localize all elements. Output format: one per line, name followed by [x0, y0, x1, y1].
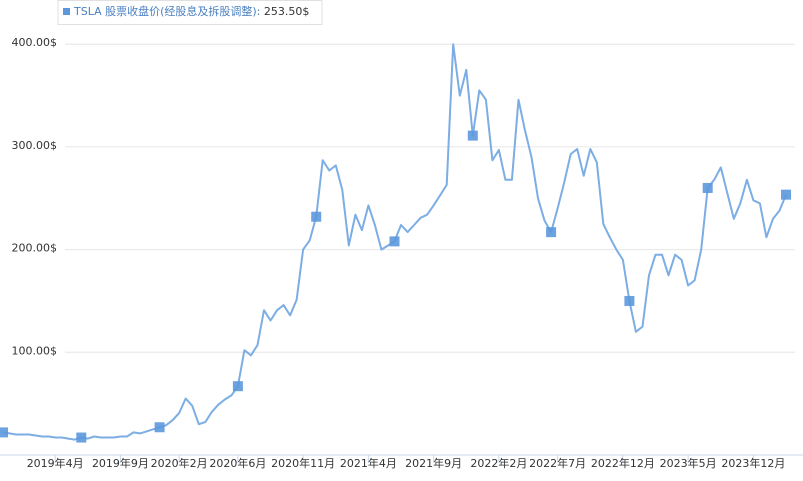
legend-value: 253.50$: [264, 5, 310, 18]
legend-entry: TSLA 股票收盘价(经股息及拆股调整): 253.50$: [73, 4, 309, 18]
point-marker: [0, 427, 8, 438]
x-tick-label: 2022年7月: [529, 456, 586, 470]
point-marker: [76, 432, 87, 443]
legend-swatch: [63, 8, 70, 15]
x-tick-label: 2022年2月: [470, 456, 527, 470]
point-marker: [389, 236, 400, 247]
point-marker: [702, 182, 713, 193]
point-marker: [232, 381, 243, 392]
legend-name: TSLA 股票收盘价(经股息及拆股调整):: [73, 4, 260, 18]
point-marker: [154, 422, 165, 433]
y-tick-label: 200.00$: [12, 242, 58, 255]
y-tick-label: 400.00$: [12, 36, 58, 49]
x-tick-label: 2022年12月: [591, 456, 655, 470]
x-tick-label: 2023年12月: [721, 456, 785, 470]
y-tick-label: 100.00$: [12, 344, 58, 357]
x-tick-label: 2020年6月: [209, 456, 266, 470]
x-tick-label: 2020年2月: [151, 456, 208, 470]
x-tick-label: 2019年4月: [27, 456, 84, 470]
point-marker: [781, 189, 791, 200]
x-tick-label: 2020年11月: [271, 456, 335, 470]
point-marker: [624, 295, 635, 306]
y-tick-label: 300.00$: [12, 139, 58, 152]
x-tick-label: 2023年5月: [660, 456, 717, 470]
point-marker: [467, 130, 478, 141]
x-tick-label: 2021年9月: [405, 456, 462, 470]
point-marker: [546, 227, 557, 238]
point-marker: [311, 211, 322, 222]
x-tick-label: 2019年9月: [92, 456, 149, 470]
legend-box: [57, 0, 323, 25]
x-tick-label: 2021年4月: [340, 456, 397, 470]
